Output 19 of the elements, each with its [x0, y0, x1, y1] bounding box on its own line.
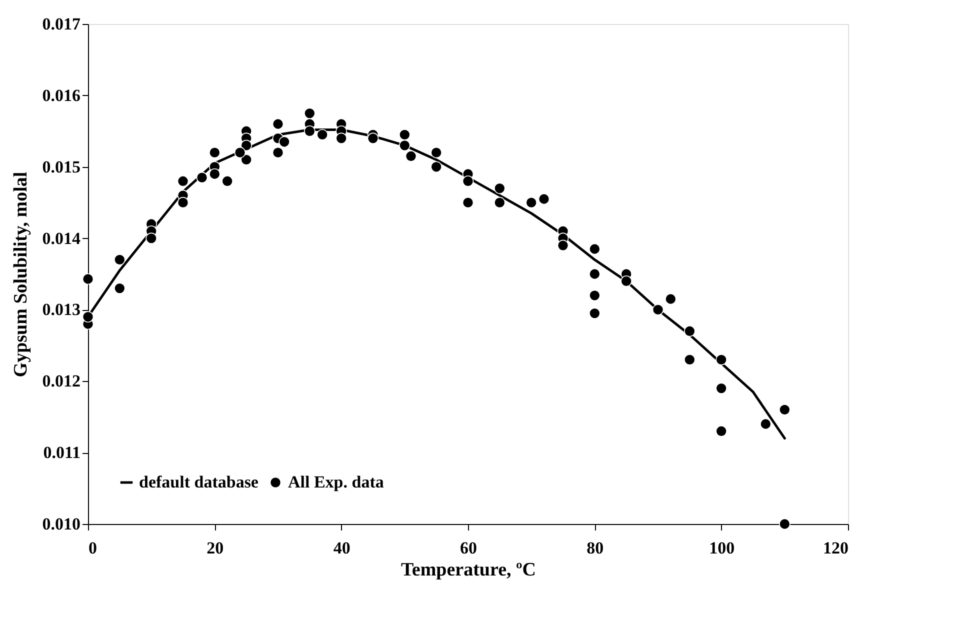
y-tick-label: 0.010: [42, 514, 80, 534]
x-tick-label: 120: [823, 538, 848, 558]
y-tick-label: 0.014: [42, 228, 81, 248]
y-tick-label: 0.015: [42, 157, 80, 176]
x-tick-label: 0: [88, 538, 97, 558]
x-tick-label: 40: [333, 538, 350, 558]
legend-label: default database: [139, 472, 259, 492]
y-tick-label: 0.011: [43, 443, 80, 462]
y-axis-title: Gypsum Solubility, molal: [10, 172, 32, 378]
x-axis-title: Temperature, ºC: [400, 560, 536, 580]
x-tick-label: 60: [460, 538, 477, 558]
y-tick-label: 0.016: [42, 86, 80, 105]
x-tick-label: 20: [206, 538, 224, 558]
x-tick-label: 100: [709, 538, 735, 558]
legend-label: All Exp. data: [288, 472, 384, 492]
y-tick-label: 0.013: [42, 300, 80, 320]
y-tick-label: 0.017: [42, 14, 81, 34]
y-tick-label: 0.012: [42, 372, 80, 391]
x-tick-label: 80: [586, 538, 604, 558]
